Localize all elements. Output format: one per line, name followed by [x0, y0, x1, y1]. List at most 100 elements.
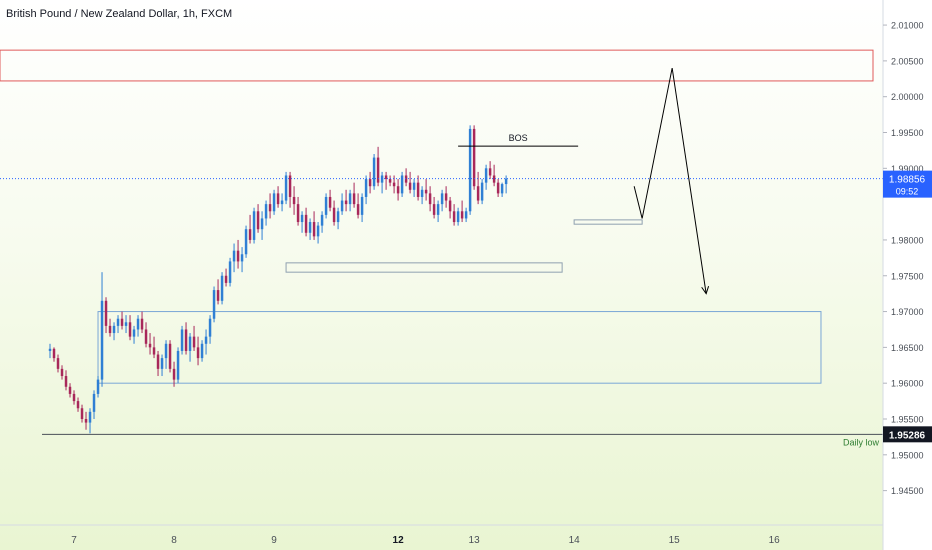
candle[interactable]	[344, 189, 348, 212]
candle[interactable]	[92, 390, 96, 419]
candle[interactable]	[400, 171, 404, 197]
candle[interactable]	[52, 347, 56, 362]
candle[interactable]	[428, 186, 432, 212]
candle[interactable]	[228, 257, 232, 287]
candle[interactable]	[176, 347, 180, 384]
candle[interactable]	[104, 297, 108, 334]
candle[interactable]	[168, 340, 172, 373]
candle[interactable]	[432, 196, 436, 219]
candle[interactable]	[424, 179, 428, 201]
candle[interactable]	[248, 214, 252, 244]
candle[interactable]	[476, 171, 480, 205]
candle[interactable]	[236, 239, 240, 269]
candle[interactable]	[340, 193, 344, 215]
candle[interactable]	[420, 186, 424, 205]
candle[interactable]	[120, 311, 124, 330]
candle[interactable]	[376, 146, 380, 187]
candle[interactable]	[416, 175, 420, 201]
candle[interactable]	[240, 247, 244, 273]
candle[interactable]	[332, 200, 336, 226]
candle[interactable]	[444, 186, 448, 208]
candle[interactable]	[116, 315, 120, 334]
candle[interactable]	[128, 315, 132, 341]
price-axis[interactable]	[883, 0, 932, 550]
candle[interactable]	[188, 333, 192, 362]
candle[interactable]	[264, 200, 268, 226]
candle[interactable]	[132, 325, 136, 344]
candle[interactable]	[440, 189, 444, 212]
candle[interactable]	[484, 164, 488, 190]
candle[interactable]	[492, 164, 496, 187]
candle[interactable]	[224, 268, 228, 287]
candle[interactable]	[496, 179, 500, 197]
candle[interactable]	[184, 322, 188, 355]
candle[interactable]	[152, 336, 156, 359]
demand-zone-2[interactable]	[285, 262, 563, 273]
current-price-badge[interactable]	[883, 170, 932, 198]
candle[interactable]	[268, 193, 272, 219]
candle[interactable]	[208, 315, 212, 344]
candle[interactable]	[204, 329, 208, 355]
candle[interactable]	[96, 376, 100, 398]
candle[interactable]	[280, 193, 284, 212]
candle[interactable]	[504, 175, 508, 194]
candle[interactable]	[160, 354, 164, 377]
candle[interactable]	[272, 189, 276, 215]
candle[interactable]	[360, 193, 364, 223]
demand-zone-3[interactable]	[573, 219, 643, 225]
candle[interactable]	[260, 211, 264, 240]
candle[interactable]	[392, 175, 396, 194]
candle[interactable]	[196, 336, 200, 366]
supply-zone-0[interactable]	[0, 49, 874, 82]
candle[interactable]	[384, 171, 388, 190]
candle[interactable]	[164, 340, 168, 369]
candle[interactable]	[76, 397, 80, 412]
candle[interactable]	[300, 211, 304, 233]
candle[interactable]	[368, 171, 372, 194]
candle[interactable]	[460, 200, 464, 223]
projection-path[interactable]	[633, 67, 707, 294]
candle[interactable]	[456, 207, 460, 226]
candle[interactable]	[172, 361, 176, 387]
candle[interactable]	[200, 340, 204, 362]
candle[interactable]	[220, 272, 224, 305]
candle[interactable]	[356, 193, 360, 219]
candle[interactable]	[292, 186, 296, 215]
candle[interactable]	[308, 218, 312, 240]
candle[interactable]	[192, 325, 196, 351]
candle[interactable]	[68, 383, 72, 398]
candle[interactable]	[276, 186, 280, 208]
candle[interactable]	[468, 125, 472, 215]
candle[interactable]	[464, 207, 468, 223]
candle[interactable]	[232, 243, 236, 273]
candle[interactable]	[216, 279, 220, 305]
candle[interactable]	[304, 207, 308, 237]
candle[interactable]	[296, 196, 300, 226]
candle[interactable]	[244, 225, 248, 258]
candle[interactable]	[472, 125, 476, 190]
candle[interactable]	[316, 222, 320, 244]
candle[interactable]	[396, 179, 400, 201]
candle[interactable]	[212, 286, 216, 323]
candle[interactable]	[448, 196, 452, 219]
candle[interactable]	[84, 411, 88, 430]
candle[interactable]	[136, 315, 140, 337]
candle[interactable]	[436, 200, 440, 223]
candle[interactable]	[488, 161, 492, 180]
candle[interactable]	[352, 182, 356, 208]
candle[interactable]	[64, 370, 68, 391]
candle[interactable]	[100, 272, 104, 387]
candle[interactable]	[48, 343, 52, 359]
candle[interactable]	[256, 204, 260, 233]
candle[interactable]	[408, 171, 412, 194]
daily-low-badge[interactable]	[883, 426, 932, 443]
candle[interactable]	[88, 408, 92, 434]
candle[interactable]	[72, 390, 76, 405]
candle[interactable]	[124, 315, 128, 334]
candle[interactable]	[404, 168, 408, 187]
candle[interactable]	[80, 404, 84, 423]
candle[interactable]	[140, 311, 144, 334]
candle[interactable]	[156, 350, 160, 377]
candle[interactable]	[112, 322, 116, 341]
candle[interactable]	[252, 207, 256, 244]
